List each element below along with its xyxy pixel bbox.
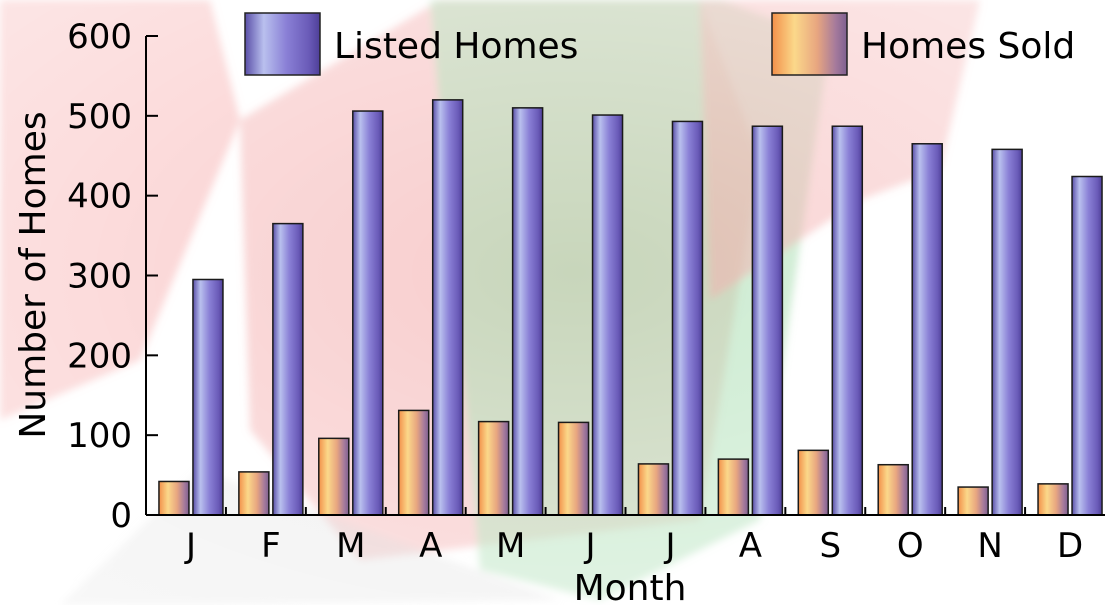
x-tick-label-12: D <box>1057 526 1083 566</box>
bar-listed-homes-4 <box>431 99 464 516</box>
y-tick-label-600: 600 <box>67 17 132 57</box>
y-tick-label-500: 500 <box>67 97 132 137</box>
x-tick-label-2: F <box>261 526 281 566</box>
x-tick-label-4: A <box>419 526 442 566</box>
x-tick-label-7: J <box>663 526 675 566</box>
bar-listed-homes-3 <box>352 110 384 516</box>
x-tick-label-6: J <box>584 526 596 566</box>
bar-listed-homes-8 <box>751 125 784 516</box>
y-tick-label-400: 400 <box>67 177 132 217</box>
legend-swatch-listed-homes <box>244 12 321 76</box>
bars <box>158 99 1103 516</box>
bar-homes-sold-5 <box>477 420 510 516</box>
x-tick-label-5: M <box>496 526 525 566</box>
y-tick-label-200: 200 <box>67 336 132 376</box>
y-axis-title: Number of Homes <box>13 111 54 438</box>
x-tick-label-9: S <box>819 526 841 566</box>
bar-homes-sold-7 <box>637 463 670 516</box>
legend-label-listed-homes: Listed Homes <box>334 26 578 67</box>
bar-listed-homes-11 <box>991 148 1023 516</box>
bar-listed-homes-10 <box>911 143 943 516</box>
legend-label-homes-sold: Homes Sold <box>861 26 1075 67</box>
x-tick-label-11: N <box>977 526 1002 566</box>
bar-homes-sold-10 <box>877 463 909 516</box>
legend: Listed Homes Homes Sold <box>244 12 1075 76</box>
bar-homes-sold-2 <box>238 471 270 516</box>
axes: 0 100 200 300 400 500 600 J F M A M J J A S O N D <box>67 17 1105 566</box>
bar-homes-sold-11 <box>957 486 989 516</box>
bar-homes-sold-6 <box>557 421 590 516</box>
bar-listed-homes-6 <box>591 114 624 516</box>
bar-homes-sold-12 <box>1037 483 1069 516</box>
y-tick-label-300: 300 <box>67 257 132 297</box>
y-tick-label-0: 0 <box>110 496 132 536</box>
legend-swatch-homes-sold <box>771 12 848 76</box>
x-tick-label-8: A <box>739 526 762 566</box>
bar-listed-homes-2 <box>272 222 304 516</box>
bar-listed-homes-1 <box>192 278 224 516</box>
bar-homes-sold-8 <box>717 458 750 516</box>
bar-homes-sold-4 <box>397 409 430 516</box>
x-tick-label-10: O <box>897 526 924 566</box>
x-tick-label-1: J <box>184 526 196 566</box>
bar-listed-homes-5 <box>511 107 544 516</box>
bar-listed-homes-7 <box>671 120 704 516</box>
bar-homes-sold-3 <box>318 437 350 516</box>
bar-listed-homes-9 <box>831 125 864 516</box>
x-axis-title: Month <box>574 568 687 605</box>
bar-homes-sold-9 <box>797 449 830 516</box>
y-tick-label-100: 100 <box>67 416 132 456</box>
bar-homes-sold-1 <box>158 480 190 516</box>
bar-listed-homes-12 <box>1071 175 1103 516</box>
x-tick-label-3: M <box>336 526 365 566</box>
